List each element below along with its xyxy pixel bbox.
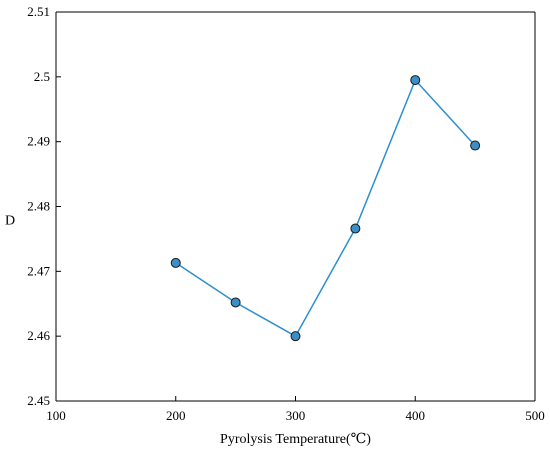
plot-frame [55, 11, 536, 402]
y-tick-label: 2.5 [34, 69, 50, 84]
data-point [170, 257, 181, 268]
x-tick-label: 300 [286, 408, 306, 423]
data-point [470, 140, 481, 151]
x-tick-label: 200 [166, 408, 186, 423]
x-axis-label: Pyrolysis Temperature(℃) [220, 432, 371, 447]
data-point [230, 297, 241, 308]
x-tick-label: 100 [46, 408, 66, 423]
series [170, 75, 481, 342]
series-line [175, 78, 476, 338]
x-tick-label: 400 [406, 408, 426, 423]
y-ticks: 2.45 2.46 2.47 2.48 2.49 2.5 2.51 [27, 4, 61, 408]
y-tick-label: 2.46 [27, 328, 50, 343]
data-point [290, 331, 301, 342]
x-tick-label: 500 [525, 408, 545, 423]
y-tick-label: 2.48 [27, 199, 50, 214]
y-tick-label: 2.47 [27, 263, 50, 278]
y-tick-label: 2.49 [27, 134, 50, 149]
y-axis-label: D [5, 213, 15, 228]
data-point [410, 75, 421, 86]
x-ticks: 100 200 300 400 500 [46, 396, 545, 423]
y-tick-label: 2.51 [27, 4, 50, 19]
data-point [350, 223, 361, 234]
y-tick-label: 2.45 [27, 393, 50, 408]
